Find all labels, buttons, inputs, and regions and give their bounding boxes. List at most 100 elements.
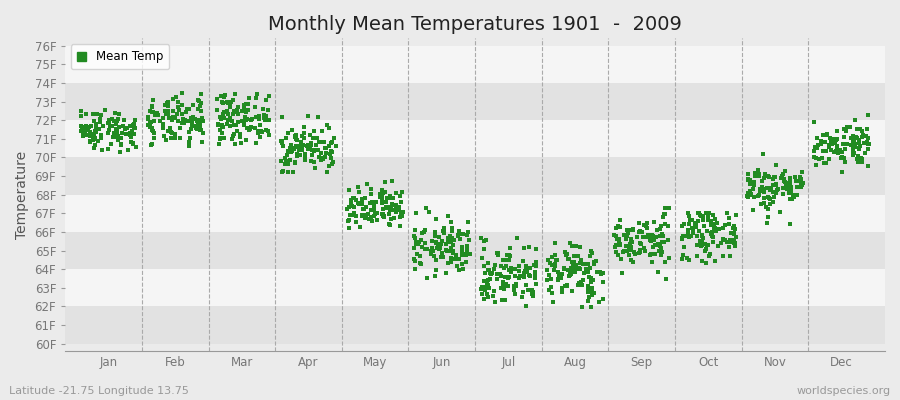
Point [318,154,332,160]
Point [704,231,718,237]
Point [166,107,180,114]
Point [698,247,712,254]
Point [500,282,515,289]
Point [860,139,874,145]
Point [327,135,341,141]
Y-axis label: Temperature: Temperature [15,151,29,239]
Point [166,96,181,103]
Point [345,203,359,210]
Point [443,248,457,254]
Point [382,207,397,213]
Point [680,233,694,240]
Point [238,101,253,107]
Point [816,159,831,166]
Point [527,274,542,281]
Point [729,212,743,219]
Point [850,134,864,141]
Point [310,135,324,141]
Point [837,155,851,162]
Bar [65,120,885,158]
Point [176,116,190,122]
Point [109,120,123,126]
Point [585,288,599,294]
Point [212,121,226,127]
Point [236,118,250,124]
Point [89,123,104,130]
Point [283,146,297,152]
Point [564,259,579,265]
Point [647,237,662,243]
Point [124,130,139,136]
Point [104,116,119,122]
Point [227,108,241,114]
Point [529,246,544,252]
Point [229,122,243,128]
Point [429,216,444,222]
Point [446,250,461,256]
Point [383,204,398,210]
Point [144,119,158,125]
Point [125,128,140,134]
Point [241,107,256,113]
Point [494,297,508,303]
Point [217,94,231,100]
Point [418,240,432,246]
Point [807,119,822,126]
Point [519,282,534,288]
Point [479,284,493,290]
Point [835,153,850,160]
Point [497,265,511,271]
Point [573,257,588,263]
Point [262,93,276,100]
Point [364,190,378,197]
Point [450,232,464,238]
Point [230,128,244,134]
Point [704,229,718,236]
Point [252,116,266,122]
Point [237,118,251,125]
Point [860,126,874,132]
Point [640,225,654,231]
Point [287,146,302,152]
Point [576,276,590,283]
Bar [65,83,885,120]
Point [306,147,320,153]
Point [295,143,310,150]
Point [728,242,742,249]
Point [741,176,755,182]
Point [232,134,247,140]
Point [374,210,389,217]
Point [367,212,382,219]
Point [424,247,438,254]
Point [682,213,697,219]
Point [289,132,303,138]
Point [123,130,138,137]
Point [723,238,737,244]
Point [87,132,102,138]
Point [704,218,718,224]
Point [408,226,422,233]
Point [769,162,783,169]
Point [278,155,293,161]
Point [356,212,370,219]
Point [491,271,505,277]
Point [165,117,179,123]
Point [717,236,732,243]
Point [238,114,252,120]
Point [572,280,586,287]
Point [584,248,598,254]
Point [633,249,647,256]
Point [417,228,431,235]
Point [81,124,95,131]
Point [426,248,440,254]
Point [587,259,601,265]
Point [794,183,808,190]
Point [556,265,571,271]
Point [210,106,224,113]
Point [93,116,107,122]
Point [774,174,788,181]
Point [101,130,115,136]
Point [183,134,197,141]
Point [582,274,597,280]
Point [328,143,343,149]
